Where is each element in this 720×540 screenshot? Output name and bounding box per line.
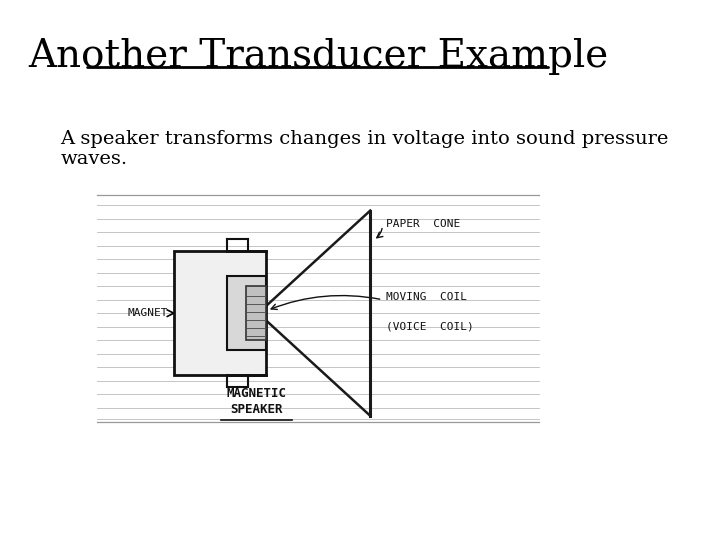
Text: MOVING  COIL: MOVING COIL bbox=[386, 292, 467, 302]
Text: MAGNETIC: MAGNETIC bbox=[227, 387, 287, 400]
Bar bbox=[228, 276, 266, 350]
Text: Another Transducer Example: Another Transducer Example bbox=[28, 38, 608, 75]
Text: MAGNET: MAGNET bbox=[127, 308, 168, 318]
Bar bbox=[174, 251, 266, 375]
Text: A speaker transforms changes in voltage into sound pressure
waves.: A speaker transforms changes in voltage … bbox=[60, 130, 669, 168]
Text: PAPER  CONE: PAPER CONE bbox=[386, 219, 460, 229]
Text: SPEAKER: SPEAKER bbox=[230, 403, 283, 416]
Bar bbox=[246, 286, 266, 340]
Text: (VOICE  COIL): (VOICE COIL) bbox=[386, 322, 473, 332]
